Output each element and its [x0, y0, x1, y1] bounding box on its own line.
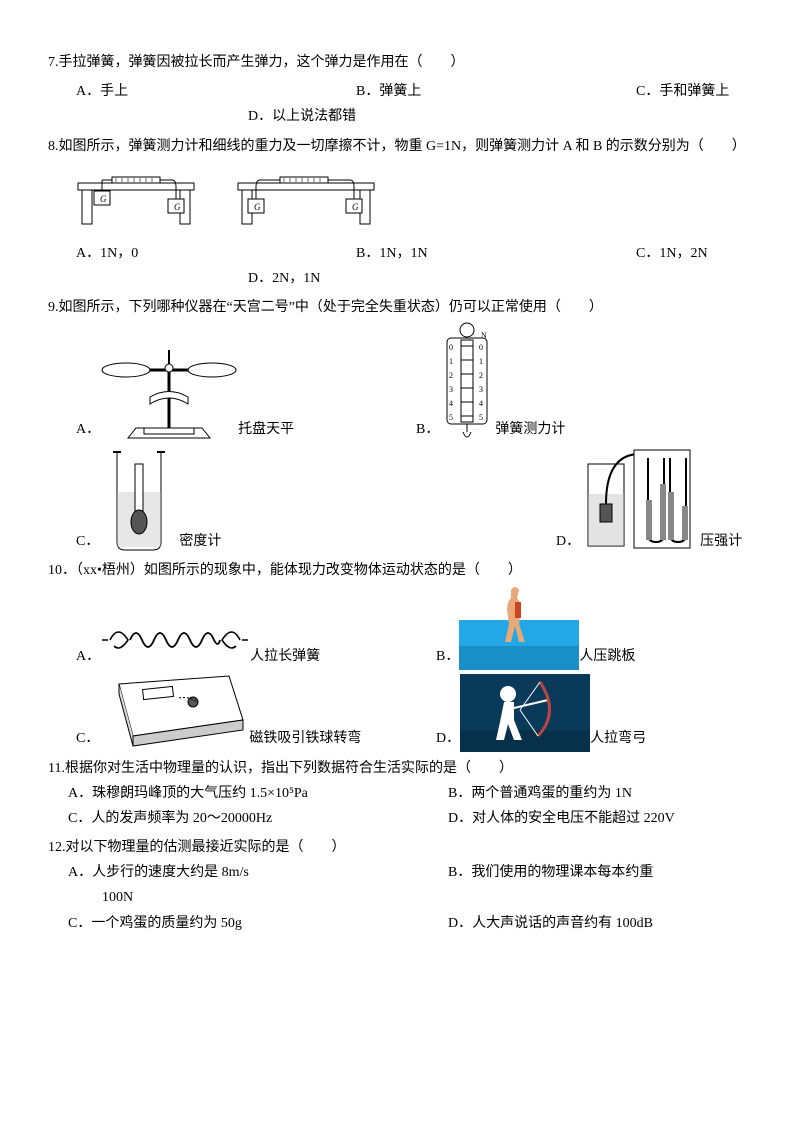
q9-d-label: 压强计 [700, 529, 742, 554]
svg-text:G: G [352, 202, 359, 212]
svg-text:1: 1 [449, 357, 453, 366]
q8-opt-c: C．1N，2N [636, 241, 752, 266]
svg-text:0: 0 [479, 343, 483, 352]
q10-a-label: 人拉长弹簧 [250, 644, 320, 669]
svg-text:2: 2 [449, 371, 453, 380]
q11-opt-b: B．两个普通鸡蛋的重约为 1N [448, 781, 752, 806]
q12-opt-b2: 100N [102, 885, 752, 910]
q11-opt-c: C．人的发声频率为 20～20000Hz [68, 806, 448, 831]
q9-d-pre: D． [556, 529, 580, 554]
q8-figure-b: G G [236, 169, 376, 227]
q10-opt-a: A． 人拉长弹簧 [76, 610, 436, 670]
svg-text:N: N [481, 331, 487, 340]
q12-opt-a: A．人步行的速度大约是 8m/s [68, 860, 448, 885]
q10-opt-c: C． 磁铁吸引铁球转弯 [76, 672, 436, 752]
q10-c-label: 磁铁吸引铁球转弯 [249, 726, 361, 751]
svg-text:4: 4 [479, 399, 483, 408]
q10-row2: C． 磁铁吸引铁球转弯 D． [76, 672, 752, 752]
q10-a-pre: A． [76, 644, 100, 669]
svg-text:G: G [174, 202, 181, 212]
question-11: 11.根据你对生活中物理量的认识，指出下列数据符合生活实际的是（ ） A．珠穆朗… [48, 756, 752, 832]
q10-text: 10．（xx•梧州）如图所示的现象中，能体现力改变物体运动状态的是（ ） [48, 558, 752, 583]
spring-scale-icon: 0 0 1 1 2 2 3 3 4 4 5 5 N [439, 320, 495, 442]
manometer-icon [580, 444, 700, 554]
q7-opt-d: D．以上说法都错 [248, 109, 356, 124]
q9-row1: A． 托盘天平 B． [76, 320, 752, 442]
question-8: 8.如图所示，弹簧测力计和细线的重力及一切摩擦不计，物重 G=1N，则弹簧测力计… [48, 134, 752, 292]
q9-row2: C． 密度计 D． [76, 444, 752, 554]
stretch-spring-icon [100, 610, 250, 670]
q12-opt-b: B．我们使用的物理课本每本约重 [448, 860, 752, 885]
balance-icon [100, 342, 238, 442]
q8-text: 8.如图所示，弹簧测力计和细线的重力及一切摩擦不计，物重 G=1N，则弹簧测力计… [48, 134, 752, 159]
q7-text: 7.手拉弹簧，弹簧因被拉长而产生弹力，这个弹力是作用在（ ） [48, 50, 752, 75]
q7-options: A．手上 B．弹簧上 C．手和弹簧上 [76, 79, 752, 104]
diving-board-icon [459, 584, 579, 670]
q12-text: 12.对以下物理量的估测最接近实际的是（ ） [48, 835, 752, 860]
q12-options: A．人步行的速度大约是 8m/s B．我们使用的物理课本每本约重 100N C．… [68, 860, 752, 936]
q12-opt-c: C．一个鸡蛋的质量约为 50g [68, 911, 448, 936]
q10-c-pre: C． [76, 726, 99, 751]
q11-opt-a: A．珠穆朗玛峰顶的大气压约 1.5×10⁵Pa [68, 781, 448, 806]
q7-opt-b: B．弹簧上 [356, 79, 636, 104]
q9-opt-a: A． 托盘天平 [76, 342, 416, 442]
q11-text: 11.根据你对生活中物理量的认识，指出下列数据符合生活实际的是（ ） [48, 756, 752, 781]
q8-opt-a: A．1N，0 [76, 241, 356, 266]
question-10: 10．（xx•梧州）如图所示的现象中，能体现力改变物体运动状态的是（ ） A． … [48, 558, 752, 751]
svg-text:5: 5 [449, 413, 453, 422]
q11-options: A．珠穆朗玛峰顶的大气压约 1.5×10⁵Pa B．两个普通鸡蛋的重约为 1N … [68, 781, 752, 831]
q8-opt-d: D．2N，1N [248, 271, 320, 286]
q11-opt-d: D．对人体的安全电压不能超过 220V [448, 806, 752, 831]
q10-opt-d: D． 人拉弯弓 [436, 674, 646, 752]
q10-opt-b: B． 人压跳板 [436, 584, 635, 670]
q8-figure-a: G G [76, 169, 196, 227]
q9-text: 9.如图所示，下列哪种仪器在“天宫二号”中（处于完全失重状态）仍可以正常使用（ … [48, 295, 752, 320]
q9-opt-c: C． 密度计 [76, 444, 476, 554]
q9-opt-d: D． 压强计 [556, 444, 752, 554]
q9-c-label: 密度计 [179, 529, 221, 554]
svg-text:5: 5 [479, 413, 483, 422]
q8-figures: G G [76, 169, 752, 227]
q9-b-pre: B． [416, 417, 439, 442]
q8-opt-b: B．1N，1N [356, 241, 636, 266]
q9-opt-b: B． 0 0 1 1 2 2 3 3 4 4 5 5 N [416, 320, 752, 442]
svg-text:G: G [100, 194, 107, 204]
q9-b-label: 弹簧测力计 [495, 417, 565, 442]
question-7: 7.手拉弹簧，弹簧因被拉长而产生弹力，这个弹力是作用在（ ） A．手上 B．弹簧… [48, 50, 752, 130]
question-12: 12.对以下物理量的估测最接近实际的是（ ） A．人步行的速度大约是 8m/s … [48, 835, 752, 936]
q7-opt-c: C．手和弹簧上 [636, 79, 752, 104]
q12-opt-d: D．人大声说话的声音约有 100dB [448, 911, 752, 936]
q10-d-pre: D． [436, 726, 460, 751]
svg-text:1: 1 [479, 357, 483, 366]
q10-d-label: 人拉弯弓 [590, 726, 646, 751]
q10-row1: A． 人拉长弹簧 B． 人压跳板 [76, 584, 752, 670]
q10-b-pre: B． [436, 644, 459, 669]
q7-opt-a: A．手上 [76, 79, 356, 104]
svg-text:0: 0 [449, 343, 453, 352]
q10-b-label: 人压跳板 [579, 644, 635, 669]
q9-a-label: 托盘天平 [238, 417, 294, 442]
svg-text:4: 4 [449, 399, 453, 408]
q9-c-pre: C． [76, 529, 99, 554]
q8-options: A．1N，0 B．1N，1N C．1N，2N [76, 241, 752, 266]
svg-text:3: 3 [449, 385, 453, 394]
svg-text:3: 3 [479, 385, 483, 394]
svg-text:2: 2 [479, 371, 483, 380]
densimeter-icon [99, 444, 179, 554]
question-9: 9.如图所示，下列哪种仪器在“天宫二号”中（处于完全失重状态）仍可以正常使用（ … [48, 295, 752, 554]
q9-a-pre: A． [76, 417, 100, 442]
archery-icon [460, 674, 590, 752]
svg-text:G: G [254, 202, 261, 212]
magnet-ball-icon [99, 672, 249, 752]
